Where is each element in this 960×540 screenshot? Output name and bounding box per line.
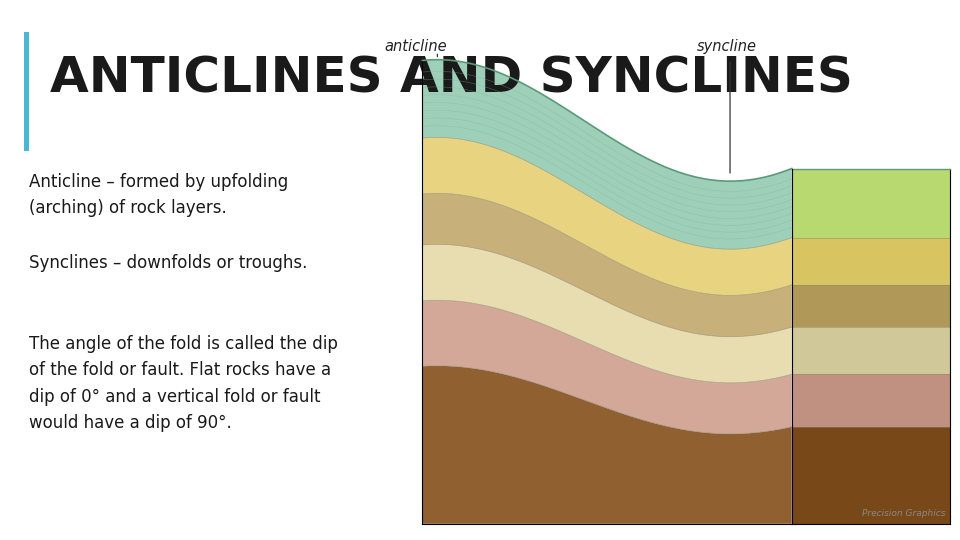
Polygon shape bbox=[792, 327, 950, 374]
Polygon shape bbox=[792, 427, 950, 524]
Polygon shape bbox=[792, 374, 950, 427]
Polygon shape bbox=[792, 238, 950, 285]
Polygon shape bbox=[792, 168, 950, 238]
Polygon shape bbox=[422, 138, 792, 295]
Text: anticline: anticline bbox=[385, 39, 447, 54]
Text: syncline: syncline bbox=[696, 39, 756, 54]
Text: Precision Graphics: Precision Graphics bbox=[862, 509, 946, 518]
Text: Synclines – downfolds or troughs.: Synclines – downfolds or troughs. bbox=[29, 254, 307, 272]
Polygon shape bbox=[422, 193, 792, 336]
Text: ANTICLINES AND SYNCLINES: ANTICLINES AND SYNCLINES bbox=[50, 55, 852, 102]
Text: Anticline – formed by upfolding
(arching) of rock layers.: Anticline – formed by upfolding (arching… bbox=[29, 173, 288, 217]
Text: The angle of the fold is called the dip
of the fold or fault. Flat rocks have a
: The angle of the fold is called the dip … bbox=[29, 335, 338, 432]
Polygon shape bbox=[422, 300, 792, 434]
Polygon shape bbox=[422, 245, 792, 383]
Polygon shape bbox=[422, 60, 792, 249]
Polygon shape bbox=[422, 366, 792, 524]
Bar bbox=[24, 32, 29, 151]
Polygon shape bbox=[792, 285, 950, 327]
